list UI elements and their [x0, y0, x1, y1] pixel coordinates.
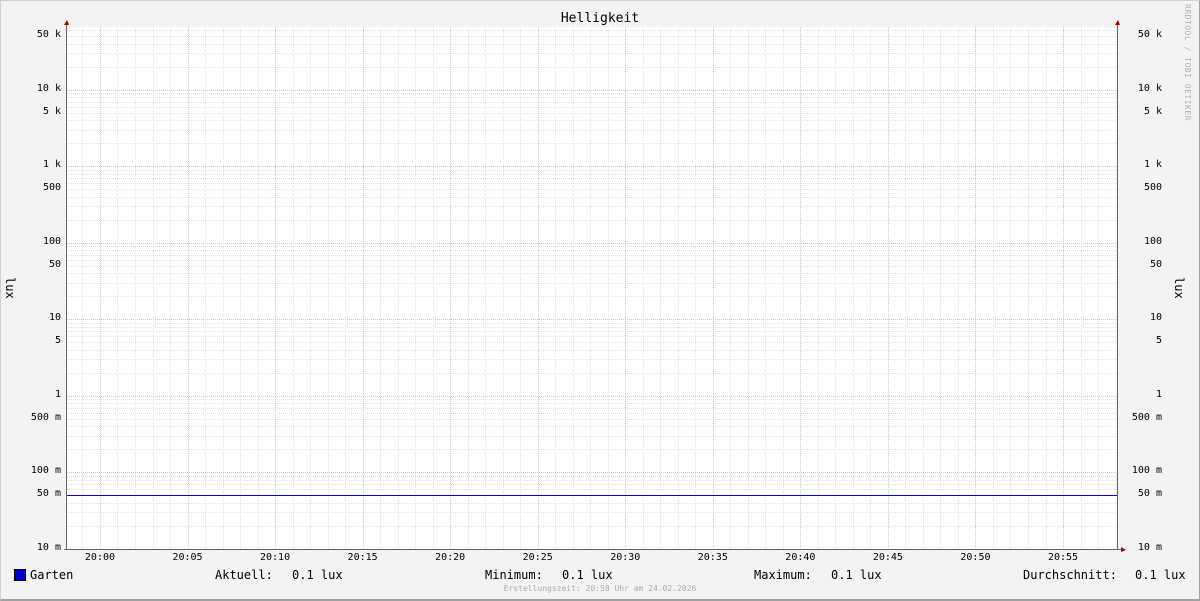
y-tick-label-left: 1 k [42, 159, 61, 171]
y-tick-label-left: 500 [42, 182, 61, 194]
x-tick-label: 20:55 [1047, 552, 1079, 563]
min-value: 0.1 lux [562, 568, 613, 582]
x-axis-arrow-icon [1121, 547, 1126, 552]
y-tick-label-left: 50 k [36, 29, 61, 41]
x-tick-label: 20:35 [697, 552, 728, 563]
max-label: Maximum: [754, 568, 812, 582]
y-tick-label-right: 5 k [1143, 105, 1162, 117]
y-tick-label-right: 500 m [1131, 411, 1162, 423]
x-tick-label: 20:00 [84, 552, 116, 563]
y-tick-label-left: 10 k [36, 82, 61, 94]
x-tick-label: 20:20 [435, 552, 466, 563]
y-tick-label-left: 1 [54, 388, 61, 400]
chart-title: Helligkeit [560, 11, 640, 26]
x-tick-label: 20:10 [260, 552, 291, 563]
y-tick-label-left: 100 m [30, 465, 61, 477]
y-tick-label-left: 10 m [36, 542, 61, 553]
max-value: 0.1 lux [831, 568, 882, 582]
y-tick-label-left: 100 [42, 235, 61, 247]
y-tick-label-right: 10 [1149, 312, 1162, 324]
watermark: RRDTOOL / TOBI OETIKER [1183, 4, 1192, 121]
min-label: Minimum: [485, 568, 543, 582]
x-tick-label: 20:50 [960, 552, 991, 563]
y-tick-label-right: 10 m [1137, 542, 1162, 553]
y-tick-label-right: 5 [1155, 335, 1162, 347]
y-tick-label-right: 1 k [1143, 159, 1162, 171]
y-axis-arrow-icon [64, 20, 69, 25]
x-tick-label: 20:25 [522, 552, 553, 563]
y-tick-label-left: 50 m [36, 488, 61, 500]
y-tick-label-right: 10 k [1137, 82, 1162, 94]
y-tick-label-right: 100 [1143, 235, 1162, 247]
y-tick-label-left: 5 k [42, 105, 61, 117]
y-tick-label-left: 10 [48, 312, 61, 324]
x-tick-label: 20:40 [785, 552, 816, 563]
y-tick-label-right: 50 k [1137, 29, 1162, 41]
x-tick-label: 20:15 [347, 552, 378, 563]
avg-label: Durchschnitt: [1023, 568, 1117, 582]
y-axis-label-left: lux [3, 277, 17, 299]
legend-swatch [14, 569, 26, 581]
plot-area [67, 27, 1117, 549]
y-axis-arrow-icon [1115, 20, 1120, 25]
x-tick-label: 20:30 [610, 552, 641, 563]
y-tick-label-left: 50 [48, 258, 61, 270]
x-tick-label: 20:05 [172, 552, 203, 563]
y-tick-label-right: 50 [1149, 258, 1162, 270]
y-tick-label-right: 100 m [1131, 465, 1162, 477]
current-value: 0.1 lux [292, 568, 343, 582]
y-tick-label-left: 500 m [30, 411, 61, 423]
footer-timestamp: Erstellungszeit: 20:58 Uhr am 24.02.2026 [503, 584, 697, 593]
y-axis-label-right: lux [1172, 277, 1186, 299]
x-tick-label: 20:45 [872, 552, 903, 563]
current-label: Aktuell: [215, 568, 273, 582]
y-tick-label-right: 500 [1143, 182, 1162, 194]
legend-series-name: Garten [30, 568, 74, 582]
y-tick-label-left: 5 [54, 335, 61, 347]
y-tick-label-right: 50 m [1137, 488, 1162, 500]
y-tick-label-right: 1 [1155, 388, 1162, 400]
avg-value: 0.1 lux [1135, 568, 1186, 582]
